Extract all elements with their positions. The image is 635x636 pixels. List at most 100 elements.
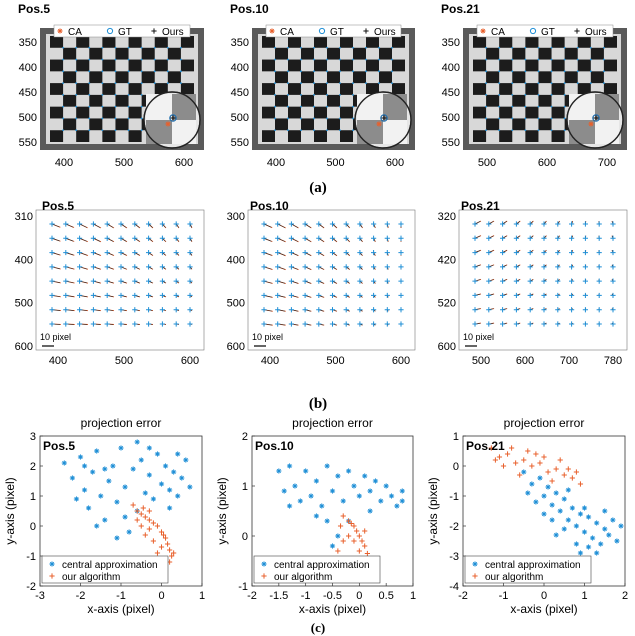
data-point	[138, 457, 144, 463]
board-square	[301, 71, 314, 84]
gt-marker	[589, 58, 592, 61]
gt-marker	[75, 58, 78, 61]
data-point	[549, 502, 555, 508]
data-point	[276, 468, 282, 474]
data-point	[275, 278, 281, 284]
board-square	[314, 130, 327, 142]
data-point	[574, 28, 580, 34]
x-tick-label: 400	[55, 157, 73, 169]
data-point	[577, 481, 584, 487]
y-tick-label: 0	[30, 521, 36, 533]
data-point	[354, 528, 360, 534]
gt-marker	[339, 46, 341, 49]
board-square	[89, 118, 103, 131]
data-point	[302, 249, 308, 256]
data-point	[49, 561, 55, 567]
data-point	[187, 249, 193, 256]
y-tick-label: -3	[449, 551, 459, 563]
y-tick-label: 500	[19, 112, 37, 124]
data-point	[61, 460, 67, 466]
data-point	[132, 249, 138, 256]
x-axis-label: x-axis (pixel)	[299, 602, 366, 616]
data-point	[527, 278, 533, 284]
panel-label: Pos.21	[466, 439, 505, 453]
board-square	[102, 106, 116, 119]
board-square	[301, 94, 314, 107]
gt-marker	[88, 117, 91, 120]
data-point	[525, 490, 531, 496]
gt-marker	[62, 105, 64, 108]
x-tick-label: 1	[199, 590, 205, 602]
data-point	[598, 541, 604, 547]
data-point	[158, 544, 165, 550]
data-point	[533, 451, 539, 457]
data-point	[159, 292, 165, 299]
data-point	[577, 550, 584, 556]
y-tick-label: 500	[15, 298, 33, 310]
data-point	[138, 523, 144, 529]
gt-marker	[180, 58, 182, 61]
y-tick-label: -4	[449, 581, 459, 593]
board-square	[577, 83, 591, 95]
gt-marker	[101, 58, 104, 61]
data-point	[596, 292, 602, 299]
x-tick-label: 600	[175, 157, 193, 169]
data-point	[102, 466, 108, 472]
board-square	[327, 94, 340, 107]
board-square	[499, 106, 513, 119]
gt-marker	[498, 129, 501, 132]
data-point	[513, 278, 519, 284]
data-point	[486, 321, 492, 327]
y-tick-label: 310	[15, 211, 33, 223]
board-square	[301, 47, 314, 60]
panel-title: Pos.10	[230, 2, 269, 16]
data-point	[541, 235, 547, 241]
legend: CA GT Ours	[53, 24, 191, 38]
legend-label-ours: Ours	[585, 27, 607, 38]
data-point	[384, 307, 390, 313]
data-point	[527, 264, 533, 270]
data-point	[384, 221, 390, 227]
data-point	[582, 321, 588, 327]
board-square	[89, 47, 103, 60]
gt-marker	[391, 58, 393, 61]
board-square	[262, 130, 275, 142]
y-tick-label: 450	[442, 87, 460, 99]
data-point	[371, 307, 377, 313]
gt-marker	[101, 105, 104, 108]
data-point	[159, 264, 165, 270]
zoom-ring	[354, 91, 412, 149]
panel-title: Pos.5	[18, 2, 50, 16]
legend-marker-gt	[318, 27, 326, 35]
gt-marker	[563, 70, 566, 73]
gt-marker	[127, 117, 130, 120]
data-point	[49, 307, 55, 313]
data-point	[357, 221, 363, 227]
gt-marker	[300, 82, 302, 85]
caption-c: (c)	[310, 620, 326, 635]
data-point	[90, 321, 96, 327]
gt-marker	[62, 58, 64, 61]
data-point	[565, 466, 571, 472]
gt-marker	[537, 46, 540, 49]
gt-marker	[62, 82, 64, 85]
board-square	[590, 47, 604, 60]
data-point	[517, 472, 523, 478]
data-point	[513, 292, 519, 299]
gt-marker	[524, 82, 527, 85]
data-point	[614, 538, 620, 544]
gt-marker	[391, 82, 393, 85]
error-vector	[93, 238, 101, 242]
y-tick-label: 550	[442, 137, 460, 149]
data-point	[384, 292, 390, 299]
gt-marker	[75, 70, 78, 73]
data-point	[313, 513, 319, 519]
gt-marker	[550, 93, 553, 96]
x-tick-label: 400	[49, 355, 67, 367]
data-point	[596, 235, 602, 241]
error-vector	[134, 223, 140, 228]
board-square	[473, 36, 487, 48]
data-point	[132, 278, 138, 284]
data-point	[569, 264, 575, 270]
board-square	[76, 83, 90, 95]
